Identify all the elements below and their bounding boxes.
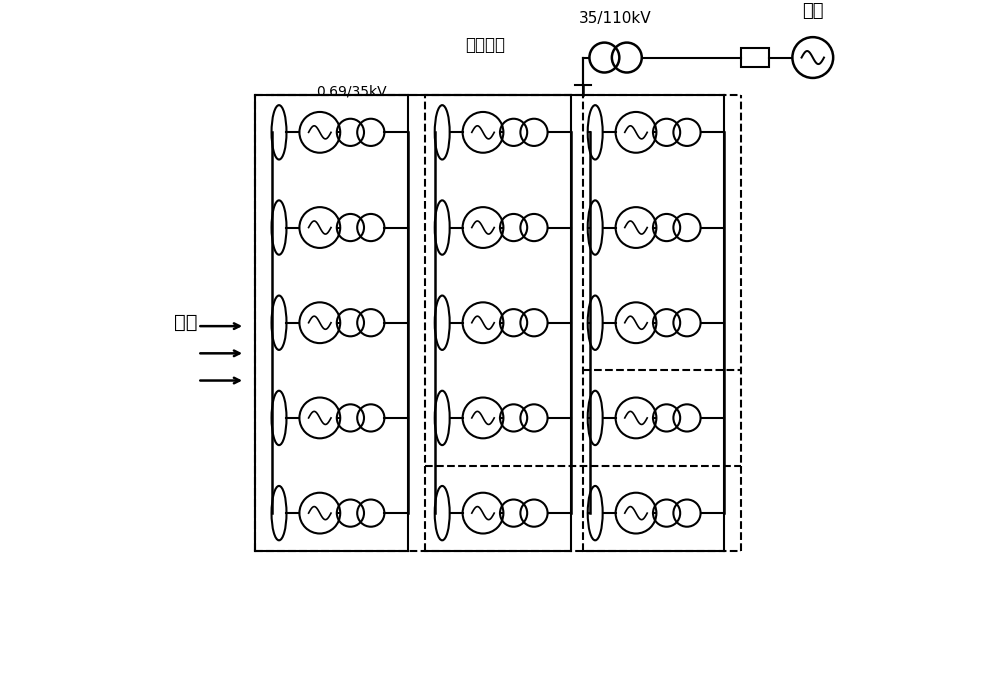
Text: 0.69/35kV: 0.69/35kV [316, 85, 387, 99]
Text: 35/110kV: 35/110kV [579, 10, 652, 26]
Text: 电网: 电网 [802, 2, 824, 20]
Text: 迎风: 迎风 [174, 313, 197, 332]
Bar [741, 48, 769, 67]
Text: 集电线路: 集电线路 [465, 36, 505, 54]
